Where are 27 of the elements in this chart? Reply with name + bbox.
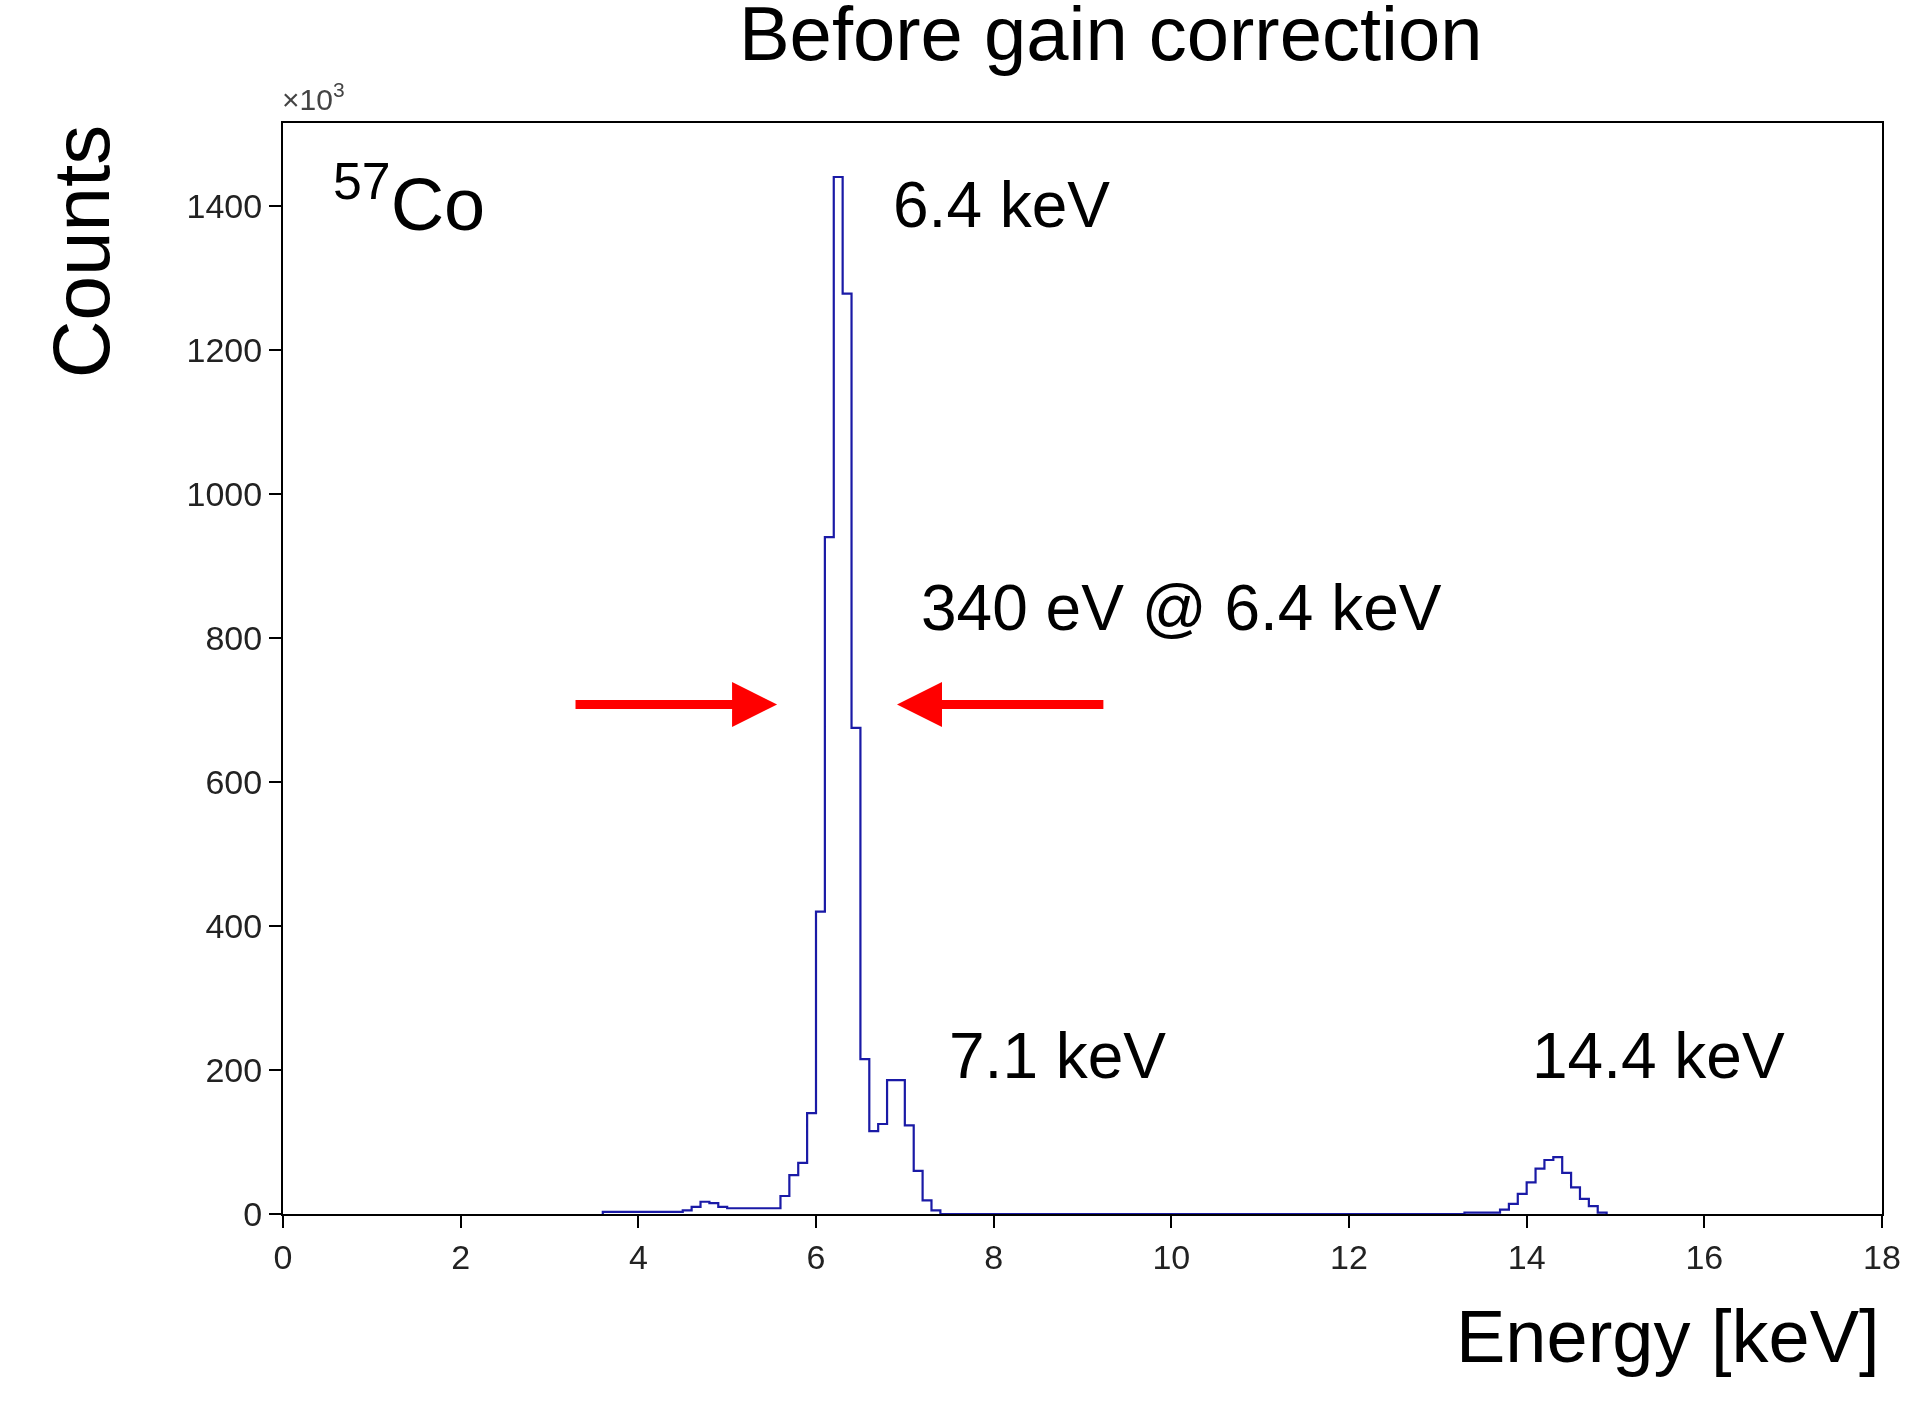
x-tick-label: 16 — [1685, 1237, 1724, 1276]
x-tick-label: 14 — [1507, 1237, 1546, 1276]
y-tick-label: 200 — [205, 1050, 263, 1089]
annotation: 7.1 keV — [949, 1020, 1167, 1092]
x-tick-label: 12 — [1330, 1237, 1368, 1276]
x-axis-title: Energy [keV] — [1456, 1295, 1880, 1378]
annotation: 14.4 keV — [1532, 1020, 1785, 1092]
x-tick-label: 0 — [273, 1237, 293, 1276]
x-tick-label: 10 — [1152, 1237, 1191, 1276]
y-axis-title: Counts — [37, 124, 127, 379]
annotation: 6.4 keV — [893, 169, 1111, 241]
annotation: $^{57}$Co — [333, 152, 486, 247]
annotation: 340 eV @ 6.4 keV — [921, 572, 1442, 644]
y-tick-label: 400 — [205, 906, 263, 945]
x-tick-label: 8 — [984, 1237, 1004, 1276]
y-tick-label: 1400 — [186, 186, 263, 225]
x-tick-label: 2 — [451, 1237, 471, 1276]
y-tick-label: 1000 — [186, 474, 263, 513]
text: ×10$^{3}$ — [282, 78, 345, 116]
x-tick-label: 18 — [1863, 1237, 1901, 1276]
y-tick-label: 800 — [205, 618, 263, 657]
chart-title: Before gain correction — [738, 0, 1483, 77]
y-tick-label: 600 — [205, 762, 263, 801]
y-tick-label: 1200 — [186, 330, 263, 369]
x-tick-label: 4 — [628, 1237, 648, 1276]
y-tick-label: 0 — [243, 1194, 263, 1233]
x-tick-label: 6 — [806, 1237, 826, 1276]
